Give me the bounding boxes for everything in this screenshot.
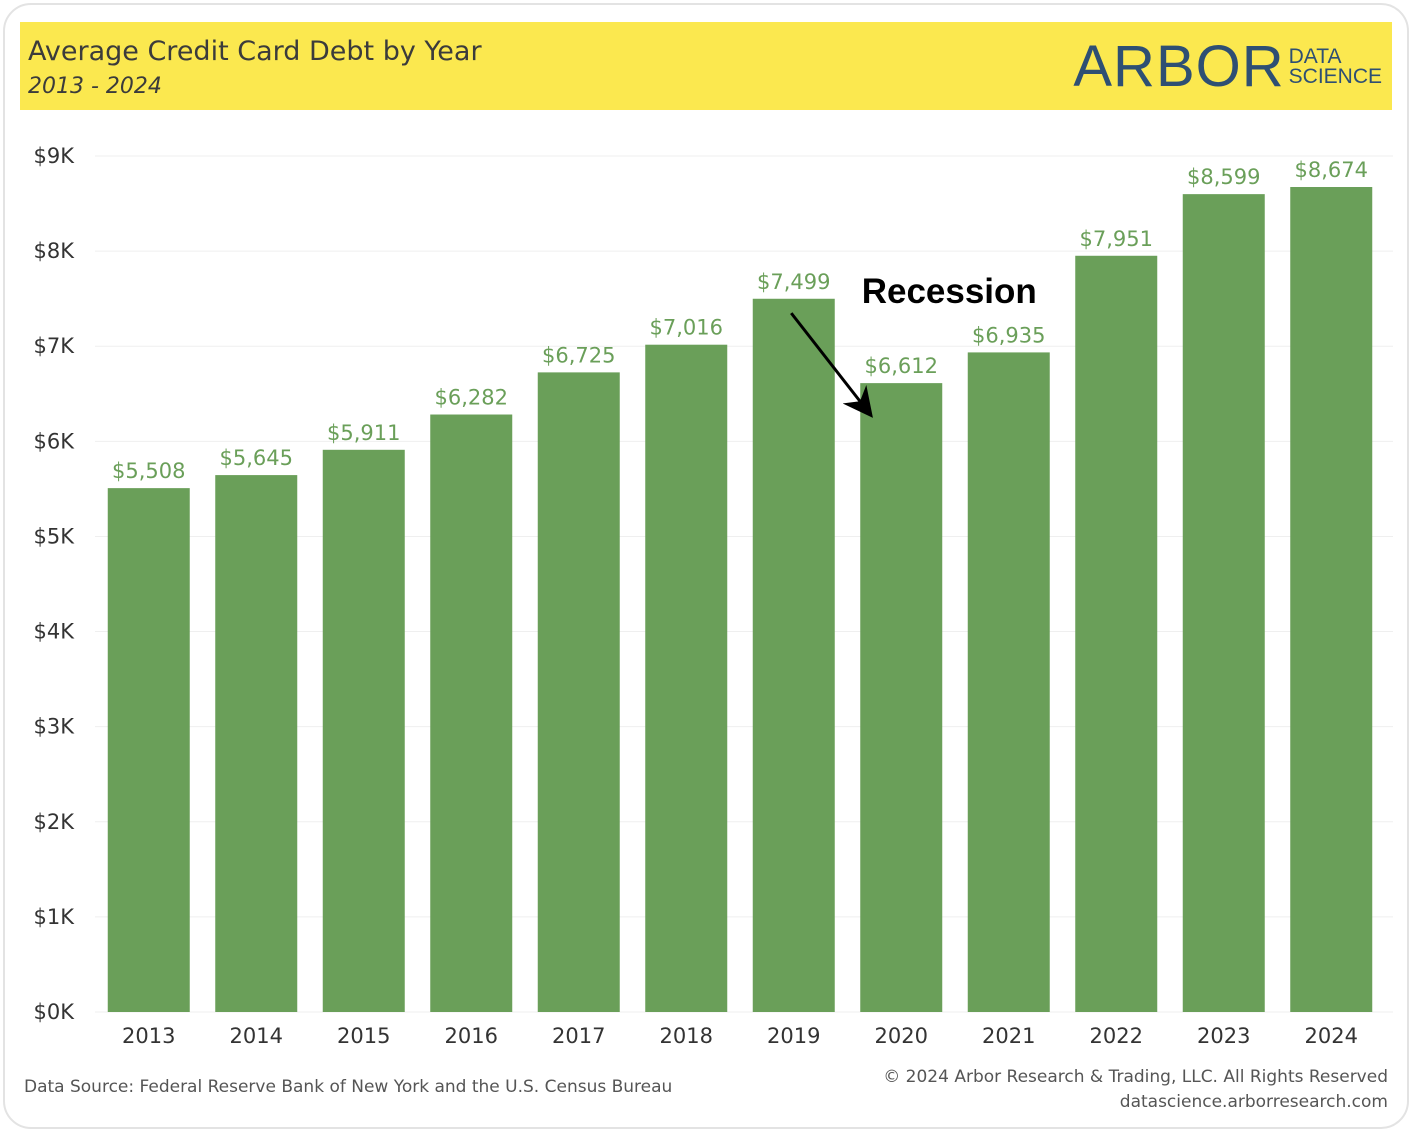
bar-value-label: $5,508 [112,459,185,483]
x-tick-label: 2013 [122,1024,175,1048]
bar-value-label: $5,911 [327,421,400,445]
recession-arrow [790,312,873,418]
y-axis-ticks: $0K $1K $2K $3K $4K $5K $6K $7K $8K $9K [34,144,76,1024]
bar [860,383,943,1012]
bar-value-label: $8,599 [1187,165,1260,189]
logo-sub-line2: SCIENCE [1288,65,1382,88]
logo-sub-text: DATA SCIENCE [1288,45,1382,88]
x-tick-label: 2019 [767,1024,820,1048]
bar-value-label: $6,282 [435,386,508,410]
bar [215,475,298,1012]
y-tick-label: $1K [34,905,76,929]
bar-value-label: $7,951 [1080,227,1153,251]
y-tick-label: $3K [34,715,76,739]
copyright-text: © 2024 Arbor Research & Trading, LLC. Al… [883,1067,1388,1087]
y-tick-label: $0K [34,1000,76,1024]
bar-value-label: $5,645 [220,446,293,470]
x-tick-label: 2020 [875,1024,928,1048]
bar [1182,194,1265,1013]
website-link[interactable]: datascience.arborresearch.com [1119,1092,1388,1112]
x-tick-label: 2024 [1305,1024,1358,1048]
copyright-block: © 2024 Arbor Research & Trading, LLC. Al… [883,1065,1388,1115]
bar [322,449,405,1012]
bar-value-label: $6,935 [972,323,1045,347]
bar-value-label: $7,016 [650,316,723,340]
data-source-note: Data Source: Federal Reserve Bank of New… [24,1077,673,1097]
x-tick-label: 2023 [1197,1024,1250,1048]
bar [1290,187,1373,1012]
arbor-logo: ARBOR DATA SCIENCE [1073,32,1382,102]
bar [107,488,190,1012]
recession-label: Recession [862,272,1037,311]
x-tick-label: 2021 [982,1024,1035,1048]
bar [752,298,835,1012]
bar [967,352,1050,1013]
x-axis-ticks: 2013 2014 2015 2016 2017 2018 2019 2020 2021 2022… [122,1024,1358,1048]
bar-value-label: $6,725 [542,343,615,367]
value-labels: $5,508 $5,645 $5,911 $6,282 $6,725 $7,016 $7,4… [112,158,1368,483]
chart-title: Average Credit Card Debt by Year [28,36,482,67]
logo-sub-line1: DATA [1288,45,1342,68]
recession-annotation: Recession [790,272,1037,418]
chart-subtitle: 2013 - 2024 [28,74,162,99]
bar [1075,255,1158,1013]
x-tick-label: 2018 [660,1024,713,1048]
x-tick-label: 2014 [230,1024,283,1048]
bar-value-label: $6,612 [865,354,938,378]
y-tick-label: $6K [34,429,76,453]
chart-header: Average Credit Card Debt by Year 2013 - … [20,22,1392,110]
bar-value-label: $7,499 [757,270,830,294]
y-tick-label: $8K [34,239,76,263]
logo-main-text: ARBOR [1073,34,1285,99]
y-tick-label: $4K [34,620,76,644]
x-tick-label: 2015 [337,1024,390,1048]
y-tick-label: $5K [34,524,76,548]
y-tick-label: $2K [34,810,76,834]
y-tick-label: $7K [34,334,76,358]
bar-value-label: $8,674 [1295,158,1368,182]
bar [537,372,620,1012]
x-tick-label: 2017 [552,1024,605,1048]
grid-lines [95,155,1393,1013]
bar [645,344,728,1012]
y-tick-label: $9K [34,144,76,168]
x-tick-label: 2022 [1090,1024,1143,1048]
x-tick-label: 2016 [445,1024,498,1048]
bars [107,187,1373,1013]
bar [430,414,513,1013]
